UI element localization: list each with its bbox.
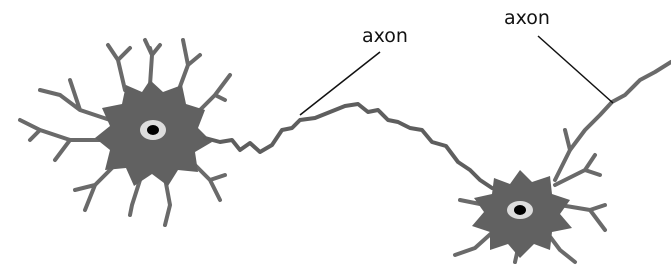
neuron-left — [20, 40, 230, 225]
page: axon axon (() => { const data = JSON.par… — [0, 0, 671, 271]
label-pointer — [538, 36, 613, 103]
axon-label: axon — [504, 7, 550, 29]
dendrites — [455, 62, 671, 262]
neuron-diagram: axon axon — [0, 0, 671, 271]
nucleus — [147, 125, 159, 135]
axon-label: axon — [362, 25, 408, 47]
nucleus — [514, 205, 526, 215]
label-pointer — [300, 52, 380, 115]
neuron-right — [455, 62, 671, 262]
axon-middle — [205, 104, 492, 188]
